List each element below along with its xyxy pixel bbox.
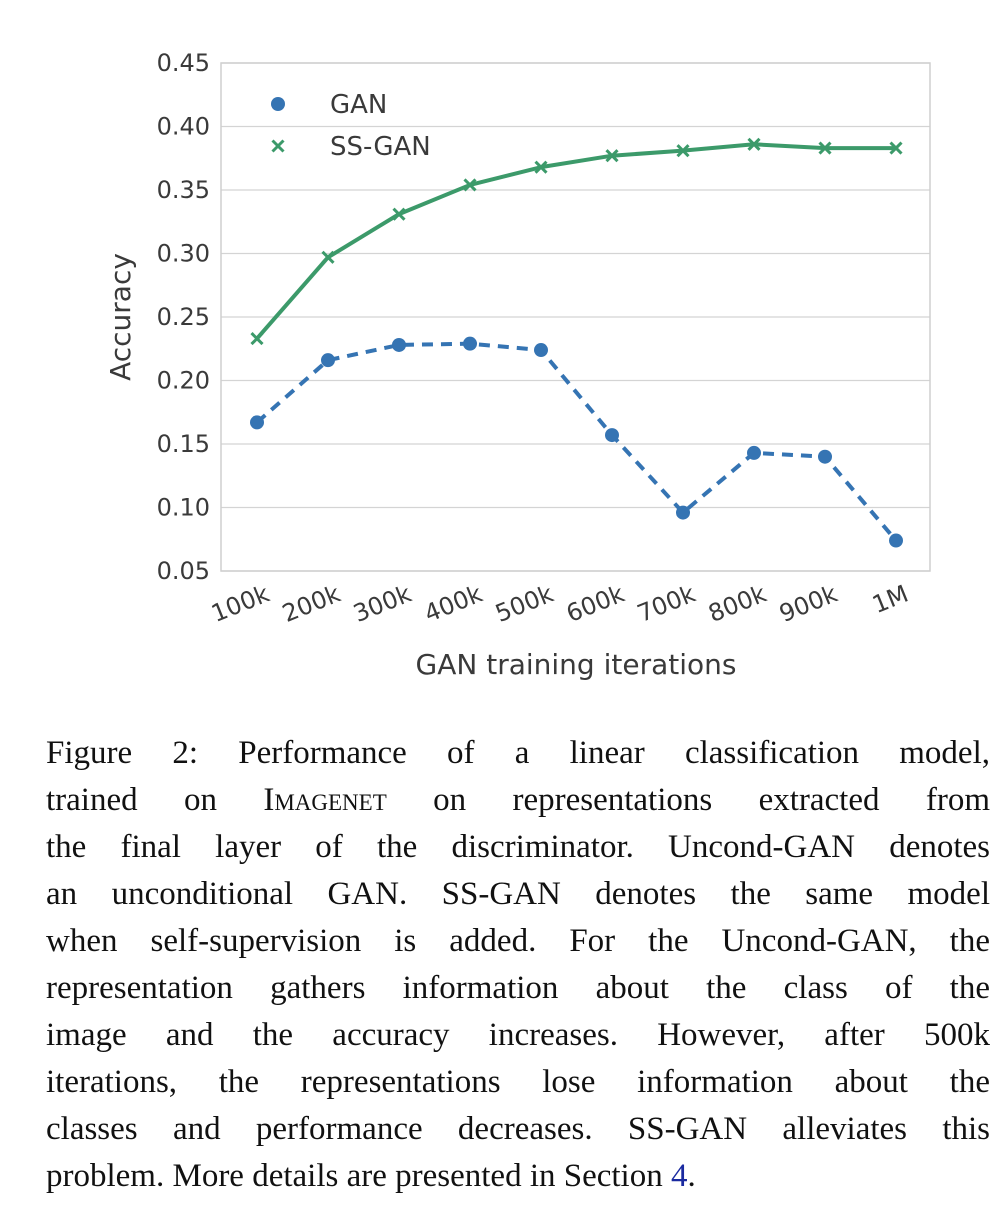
legend-label-ss-gan: SS-GAN [330,132,431,162]
plot-frame [220,62,931,572]
data-point-gan [605,428,619,443]
y-tick-label: 0.20 [157,367,210,395]
y-tick-label: 0.40 [157,113,210,141]
y-tick-label: 0.10 [157,494,210,522]
x-tick-label: 800k [704,580,770,628]
caption-line-9: classes and performance decreases. SS-GA… [46,1111,990,1147]
legend-label-gan: GAN [330,90,387,120]
y-tick-label: 0.25 [157,303,210,331]
caption-line-10-prefix: problem. More details are presented in S… [46,1158,671,1194]
dataset-name-imagenet: Imagenet [263,782,387,818]
x-tick-label: 1M [868,580,912,619]
data-point-ss-gan [463,178,477,192]
data-point-gan [747,445,761,460]
data-point-ss-gan [818,141,832,155]
data-point-gan [676,505,690,520]
y-tick-labels: 0.05 0.10 0.15 0.20 0.25 0.30 0.35 0.40 0.45 [157,49,210,585]
data-point-gan [818,449,832,464]
caption-line-2-prefix: trained on [46,782,264,818]
data-point-gan [392,337,406,352]
data-point-gan [250,415,264,430]
data-point-ss-gan [321,250,335,264]
figure-caption: Figure 2: Performance of a linear classi… [46,730,990,1200]
caption-line-7: image and the accuracy increases. Howeve… [46,1017,990,1053]
caption-line-5: when self-supervision is added. For the … [46,923,990,959]
series-markers [250,137,903,548]
data-point-ss-gan [534,160,548,174]
section-reference-link[interactable]: 4 [670,1158,688,1194]
data-point-ss-gan [605,149,619,163]
data-point-ss-gan [392,207,406,221]
series-line-ss-gan [255,142,896,340]
x-axis-title: GAN training iterations [416,648,737,681]
data-point-gan [321,353,335,368]
x-tick-label: 700k [633,580,699,628]
caption-line-1: Figure 2: Performance of a linear classi… [46,735,990,771]
data-point-gan [889,533,903,548]
caption-line-3: the final layer of the discriminator. Un… [46,829,990,865]
caption-line-4: an unconditional GAN. SS-GAN denotes the… [46,876,990,912]
x-tick-label: 400k [420,580,486,628]
x-tick-label: 900k [775,580,841,628]
data-point-gan [534,343,548,358]
data-point-ss-gan [676,144,690,158]
x-tick-label: 200k [278,580,344,628]
series-lines [255,142,898,542]
caption-line-8: iterations, the representations lose inf… [46,1064,990,1100]
y-tick-label: 0.05 [157,557,210,585]
x-tick-label: 100k [207,580,273,628]
caption-line-2-suffix: on representations extracted from [386,782,990,818]
caption-line-10: problem. More details are presented in S… [46,1153,990,1200]
caption-line-2: trained on Imagenet on representations e… [46,777,990,824]
series-line-gan [255,341,898,542]
caption-line-10-suffix: . [687,1158,696,1194]
legend-marker-gan [271,97,285,111]
x-tick-label: 600k [562,580,628,628]
x-tick-label: 300k [349,580,415,628]
y-tick-label: 0.45 [157,49,210,77]
legend-marker-ss-gan [271,139,285,153]
caption-line-6: representation gathers information about… [46,970,990,1006]
data-point-ss-gan [747,137,761,151]
data-point-ss-gan [889,141,903,155]
legend: GAN SS-GAN [271,90,431,162]
data-point-gan [463,336,477,351]
y-tick-label: 0.35 [157,176,210,204]
x-tick-labels: 100k 200k 300k 400k 500k 600k 700k 800k 900k 1M [207,580,912,628]
y-tick-label: 0.15 [157,430,210,458]
accuracy-line-chart: 0.05 0.10 0.15 0.20 0.25 0.30 0.35 0.40 0.45 100… [104,49,931,681]
x-tick-label: 500k [491,580,557,628]
data-point-ss-gan [250,332,264,346]
y-tick-label: 0.30 [157,240,210,268]
y-axis-title: Accuracy [104,253,137,381]
grid-lines [221,62,930,572]
